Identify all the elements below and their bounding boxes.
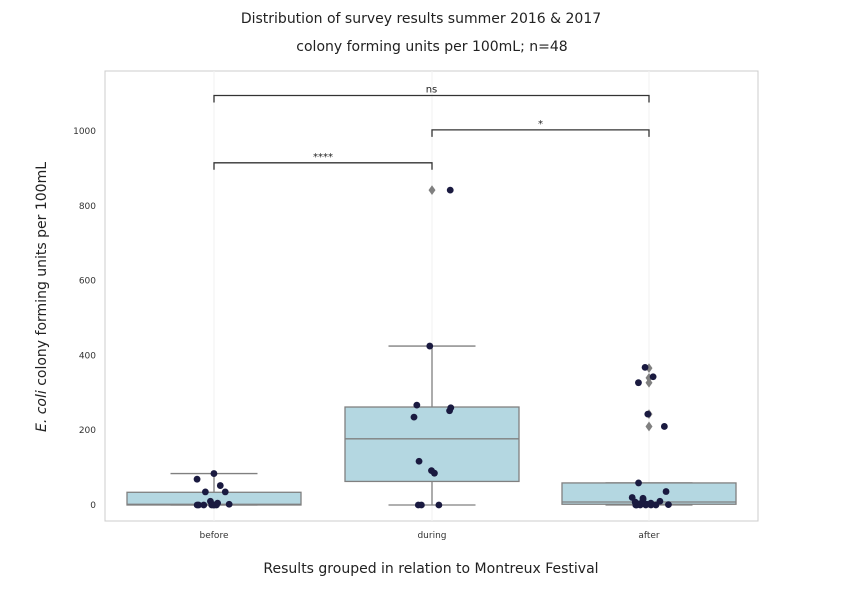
significance-bracket <box>431 129 650 137</box>
points-group <box>193 186 672 509</box>
y-tick-label: 0 <box>90 501 96 511</box>
x-tick-label-after: after <box>638 531 660 541</box>
data-point-after <box>628 494 636 501</box>
data-point-after <box>635 379 642 387</box>
data-point-after <box>665 501 672 509</box>
data-point-during <box>428 467 435 474</box>
data-point-before <box>200 501 208 509</box>
data-point-during <box>410 413 418 421</box>
data-point-before <box>207 497 214 505</box>
y-axis-label: E. coli colony forming units per 100mL <box>34 162 50 432</box>
data-point-before <box>201 488 209 496</box>
significance-before-after: ns <box>213 84 650 103</box>
data-point-after <box>635 479 642 487</box>
data-point-during <box>447 404 455 412</box>
chart-subtitle: colony forming units per 100mL; n=48 <box>296 39 567 55</box>
y-axis-label-italic: E. coli <box>34 390 50 432</box>
data-point-after <box>639 494 647 502</box>
outlier-marker <box>645 421 653 432</box>
data-point-before <box>225 500 233 508</box>
data-point-before <box>193 475 201 483</box>
data-point-before <box>221 488 229 496</box>
data-point-before <box>210 470 218 477</box>
y-axis-ticks: 0 200 400 600 800 1000 <box>73 127 96 511</box>
data-point-during <box>426 342 434 350</box>
outlier-marker <box>428 185 436 195</box>
data-point-after <box>641 363 649 371</box>
data-point-before <box>193 501 201 509</box>
x-axis-ticks: before during after <box>200 531 660 541</box>
data-point-during <box>435 501 443 509</box>
significance-before-during: **** <box>213 152 433 170</box>
x-axis-label: Results grouped in relation to Montreux … <box>263 561 598 577</box>
significance-label: * <box>538 119 543 130</box>
data-point-after <box>649 373 657 381</box>
y-tick-label: 1000 <box>73 127 96 137</box>
data-point-after <box>656 497 664 505</box>
y-tick-label: 400 <box>79 351 96 361</box>
data-point-during <box>414 501 422 509</box>
y-tick-label: 800 <box>79 202 96 212</box>
data-point-during <box>446 186 454 194</box>
data-point-after <box>644 410 652 418</box>
significance-brackets: *****ns <box>213 84 650 170</box>
data-point-during <box>413 401 421 409</box>
chart-title: Distribution of survey results summer 20… <box>241 11 601 27</box>
data-point-before <box>214 499 221 507</box>
significance-bracket <box>213 162 433 170</box>
significance-during-after: * <box>431 119 650 137</box>
y-tick-label: 600 <box>79 277 96 287</box>
data-point-after <box>660 423 668 430</box>
data-point-during <box>415 457 423 465</box>
data-point-after <box>662 488 670 495</box>
x-tick-label-before: before <box>200 531 229 541</box>
y-axis-label-rest: colony forming units per 100mL <box>34 162 50 390</box>
significance-label: **** <box>313 152 333 163</box>
x-tick-label-during: during <box>417 531 446 541</box>
y-tick-label: 200 <box>79 426 96 436</box>
data-point-after <box>647 499 655 507</box>
data-point-before <box>216 482 224 489</box>
significance-label: ns <box>426 84 438 95</box>
significance-bracket <box>213 94 650 103</box>
